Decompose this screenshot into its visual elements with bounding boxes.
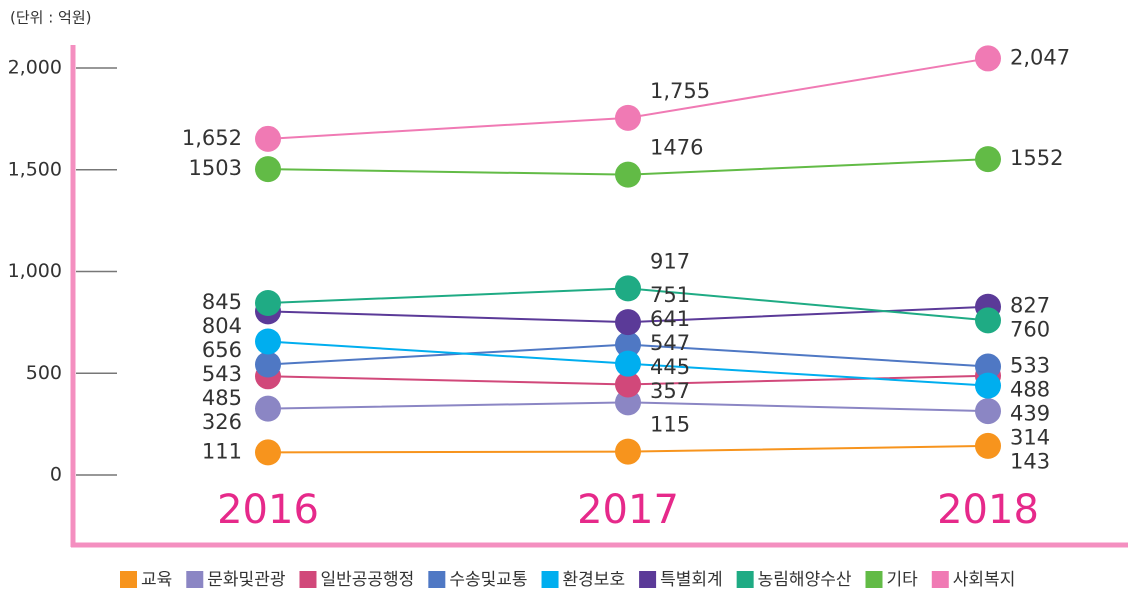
legend-label: 교육 xyxy=(141,570,172,590)
unit-note: (단위 : 억원) xyxy=(10,9,92,27)
y-tick-label: 2,000 xyxy=(8,57,62,79)
legend-label: 환경보호 xyxy=(563,570,626,590)
legend-swatch xyxy=(428,571,446,588)
data-point xyxy=(975,372,1001,399)
data-label: 1552 xyxy=(1010,146,1063,170)
data-point xyxy=(975,307,1001,334)
data-label: 760 xyxy=(1010,318,1050,342)
x-tick-label: 2016 xyxy=(217,487,319,533)
legend-label: 문화및관광 xyxy=(207,570,285,590)
data-point xyxy=(615,371,641,398)
data-label: 326 xyxy=(202,410,242,434)
data-point xyxy=(255,439,281,466)
data-label: 533 xyxy=(1010,354,1050,378)
data-point xyxy=(615,438,641,465)
legend-label: 일반공공행정 xyxy=(320,570,414,590)
data-label: 827 xyxy=(1010,294,1050,318)
data-point xyxy=(975,146,1001,173)
y-tick-label: 500 xyxy=(26,362,62,384)
data-label: 445 xyxy=(650,355,690,379)
data-label: 111 xyxy=(202,439,242,463)
data-label: 115 xyxy=(650,413,690,437)
data-label: 2,047 xyxy=(1010,45,1070,69)
legend-label: 수송및교통 xyxy=(449,570,527,590)
data-label: 656 xyxy=(202,338,242,362)
data-point xyxy=(975,45,1001,72)
data-label: 845 xyxy=(202,290,242,314)
legend-swatch xyxy=(299,571,317,588)
data-label: 357 xyxy=(650,379,690,403)
data-point xyxy=(255,290,281,317)
data-point xyxy=(615,161,641,188)
x-tick-label: 2018 xyxy=(937,487,1039,533)
data-point xyxy=(255,328,281,355)
data-point xyxy=(615,350,641,377)
legend-label: 기타 xyxy=(887,570,919,590)
data-label: 1,755 xyxy=(650,79,710,103)
data-label: 1503 xyxy=(189,156,242,180)
y-tick-label: 1,000 xyxy=(8,260,62,282)
data-point xyxy=(615,275,641,302)
legend-swatch xyxy=(541,571,559,588)
legend-swatch xyxy=(186,571,204,588)
y-tick-label: 0 xyxy=(50,464,62,486)
data-point xyxy=(615,309,641,336)
data-label: 641 xyxy=(650,307,690,331)
data-label: 804 xyxy=(202,314,242,338)
y-tick-label: 1,500 xyxy=(8,158,62,180)
data-point xyxy=(975,398,1001,425)
data-label: 543 xyxy=(202,362,242,386)
data-label: 439 xyxy=(1010,402,1050,426)
data-point xyxy=(975,432,1001,459)
legend-label: 사회복지 xyxy=(953,570,1016,590)
data-point xyxy=(255,395,281,422)
data-label: 917 xyxy=(650,249,690,273)
data-label: 143 xyxy=(1010,450,1050,474)
legend-swatch xyxy=(931,571,949,588)
data-label: 1,652 xyxy=(182,126,242,150)
data-label: 547 xyxy=(650,331,690,355)
legend-swatch xyxy=(865,571,883,588)
data-label: 751 xyxy=(650,283,690,307)
data-point xyxy=(615,104,641,131)
legend-swatch xyxy=(639,571,657,588)
data-point xyxy=(975,353,1001,380)
data-point xyxy=(255,156,281,183)
data-label: 1476 xyxy=(650,136,703,160)
data-label: 485 xyxy=(202,386,242,410)
data-label: 314 xyxy=(1010,426,1050,450)
legend-swatch xyxy=(120,571,137,588)
data-label: 488 xyxy=(1010,378,1050,402)
legend-label: 농림해양수산 xyxy=(758,570,852,590)
legend-label: 특별회계 xyxy=(660,570,723,590)
data-point xyxy=(615,331,641,358)
data-point xyxy=(615,389,641,416)
legend-swatch xyxy=(736,571,754,588)
x-tick-label: 2017 xyxy=(577,487,679,533)
data-point xyxy=(255,351,281,378)
data-point xyxy=(255,125,281,152)
